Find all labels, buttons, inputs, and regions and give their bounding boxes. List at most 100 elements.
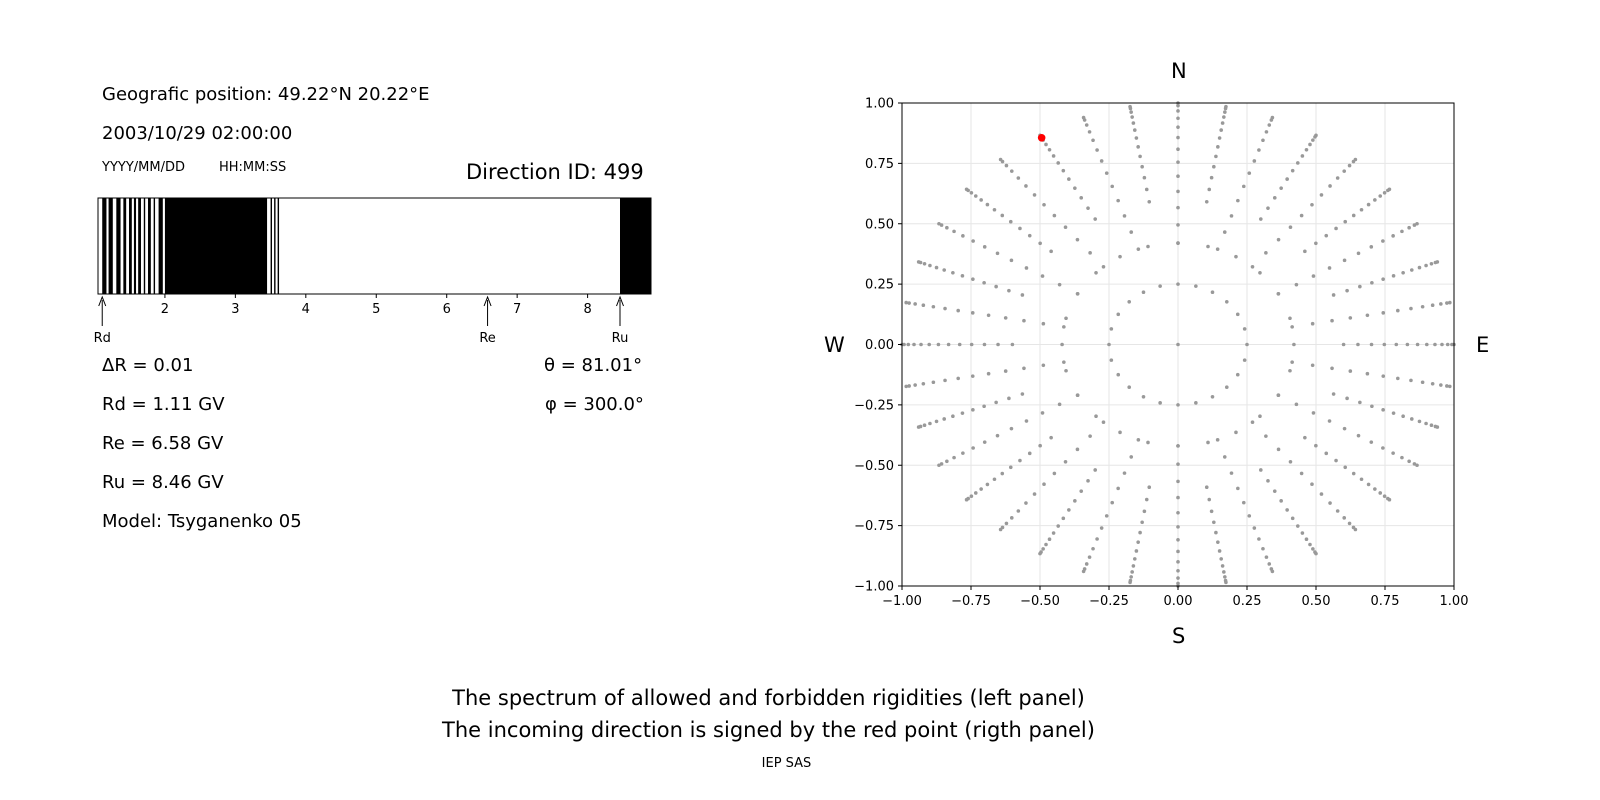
phi-value: φ = 300.0° xyxy=(545,394,644,415)
direction-point xyxy=(942,417,947,421)
direction-point xyxy=(1081,115,1086,120)
direction-point xyxy=(1370,404,1374,409)
direction-point xyxy=(1176,403,1180,407)
direction-point xyxy=(1285,508,1289,512)
direction-point xyxy=(1087,555,1092,559)
direction-point xyxy=(1038,241,1042,246)
direction-point xyxy=(1348,316,1353,320)
direction-point xyxy=(1290,360,1294,364)
direction-point xyxy=(960,411,965,415)
forbidden-band xyxy=(620,198,651,294)
direction-point xyxy=(1127,385,1132,389)
marker-arrow-head xyxy=(616,295,624,307)
direction-point xyxy=(1267,123,1272,127)
direction-point xyxy=(961,234,965,238)
direction-point xyxy=(1308,542,1312,547)
forbidden-band xyxy=(128,198,132,294)
direction-point xyxy=(1311,547,1315,551)
direction-point xyxy=(1430,381,1435,386)
x-tick-label: 5 xyxy=(372,302,380,317)
direction-point xyxy=(1448,384,1452,389)
direction-point xyxy=(1394,342,1399,347)
direction-point xyxy=(1445,342,1450,347)
marker-label-ru: Ru xyxy=(612,331,629,346)
direction-point xyxy=(1242,327,1247,331)
direction-point xyxy=(1303,249,1307,254)
direction-point xyxy=(1176,525,1180,529)
compass-west-label: W xyxy=(824,333,845,357)
direction-point xyxy=(1351,213,1356,218)
direction-point xyxy=(1041,321,1046,326)
direction-point xyxy=(1107,342,1111,347)
direction-point xyxy=(1130,570,1134,574)
direction-point xyxy=(1261,546,1265,551)
direction-point xyxy=(1219,128,1224,132)
direction-point xyxy=(1365,371,1370,376)
direction-point xyxy=(919,342,923,347)
direction-point xyxy=(1116,312,1121,317)
direction-point xyxy=(1116,486,1120,491)
direction-point xyxy=(1132,557,1137,561)
direction-point xyxy=(1127,300,1132,304)
direction-point xyxy=(1342,516,1347,520)
direction-point xyxy=(1176,537,1180,542)
direction-point xyxy=(1204,200,1209,204)
direction-point xyxy=(1382,190,1387,195)
direction-point xyxy=(1176,189,1180,194)
direction-point xyxy=(1079,489,1084,493)
direction-point xyxy=(970,311,975,315)
direction-point xyxy=(1290,168,1295,173)
direction-point xyxy=(1366,482,1371,487)
direction-point xyxy=(1429,423,1434,428)
direction-point xyxy=(1057,402,1062,407)
direction-point xyxy=(1176,479,1180,484)
direction-point xyxy=(1176,342,1180,347)
direction-point xyxy=(921,381,926,386)
datetime: 2003/10/29 02:00:00 xyxy=(102,123,293,144)
direction-point xyxy=(1128,580,1132,585)
direction-point xyxy=(1067,177,1071,181)
forbidden-band xyxy=(116,198,121,294)
direction-point xyxy=(1009,169,1014,173)
direction-point xyxy=(1063,459,1068,464)
direction-point xyxy=(1214,530,1218,535)
direction-point xyxy=(1420,304,1425,309)
direction-point xyxy=(1310,363,1315,368)
direction-point xyxy=(1146,440,1150,445)
time-format-label: HH:MM:SS xyxy=(219,160,287,175)
direction-point xyxy=(1087,130,1092,134)
direction-point xyxy=(1257,148,1261,152)
direction-point xyxy=(1279,499,1283,503)
direction-point xyxy=(1079,196,1084,200)
direction-point xyxy=(1088,434,1092,438)
direction-point xyxy=(1407,225,1411,230)
direction-point xyxy=(1369,245,1374,249)
direction-point xyxy=(1279,186,1283,190)
direction-point xyxy=(1130,115,1134,119)
direction-point xyxy=(1415,463,1419,468)
direction-point xyxy=(1328,184,1332,188)
direction-point xyxy=(1391,274,1396,278)
x-tick-label: 7 xyxy=(513,302,521,317)
direction-point xyxy=(1288,225,1293,230)
direction-point xyxy=(1101,265,1106,269)
direction-point xyxy=(1335,176,1340,180)
direction-point xyxy=(1353,527,1358,532)
direction-point xyxy=(1331,392,1336,396)
direction-point xyxy=(1122,214,1127,218)
direction-point xyxy=(1038,551,1042,556)
direction-point xyxy=(1424,342,1429,347)
direction-point xyxy=(1129,230,1134,234)
direction-point xyxy=(1229,214,1234,218)
direction-point xyxy=(1136,438,1141,442)
direction-point xyxy=(922,261,927,266)
direction-point xyxy=(928,421,932,426)
direction-point xyxy=(1176,223,1180,227)
direction-point xyxy=(1129,110,1133,114)
direction-point xyxy=(1009,516,1014,520)
direction-point xyxy=(1353,157,1358,162)
forbidden-band xyxy=(148,198,151,294)
direction-point xyxy=(1194,401,1198,405)
direction-point xyxy=(1401,271,1405,275)
